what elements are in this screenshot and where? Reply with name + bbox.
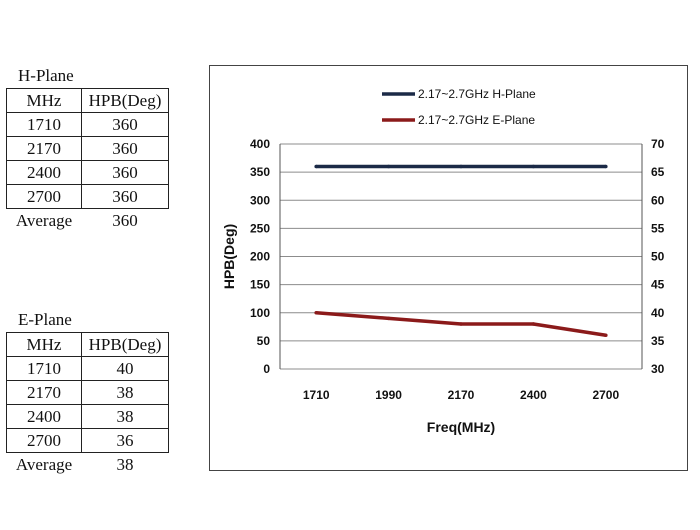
table-row: 1710 40 <box>6 356 169 381</box>
hpb-line-chart: 0 50 100 150 200 250 300 350 400 30 35 40 45 50 55 60 65… <box>221 87 665 435</box>
cell-mhz: 1710 <box>6 356 82 381</box>
hplane-caption: H-Plane <box>18 66 74 85</box>
legend-label: 2.17~2.7GHz H-Plane <box>418 87 536 101</box>
x-tick-label: 2700 <box>592 388 619 402</box>
chart-frame: 0 50 100 150 200 250 300 350 400 30 35 40 45 50 55 60 65… <box>209 65 688 471</box>
column-header-mhz: MHz <box>6 332 82 357</box>
table-row: 2400 38 <box>6 404 169 429</box>
cell-mhz: 2700 <box>6 184 82 209</box>
cell-hpb: 360 <box>81 160 169 185</box>
average-row: Average 360 <box>7 209 169 233</box>
cell-mhz: 2170 <box>6 136 82 161</box>
average-row: Average 38 <box>7 453 169 477</box>
y-axis-title: HPB(Deg) <box>221 224 237 289</box>
column-header-hpb: HPB(Deg) <box>81 88 169 113</box>
y-tick-label: 400 <box>250 137 270 151</box>
cell-hpb: 360 <box>81 112 169 137</box>
average-label: Average <box>15 454 73 474</box>
data-point <box>314 310 318 315</box>
average-value: 38 <box>116 454 134 474</box>
table-row: 2400 360 <box>6 160 169 185</box>
y2-tick-label: 35 <box>651 334 665 348</box>
data-point <box>459 322 463 326</box>
cell-hpb: 360 <box>81 136 169 161</box>
x-axis-title: Freq(MHz) <box>427 419 495 435</box>
cell-hpb: 38 <box>81 404 169 429</box>
cell-mhz: 2700 <box>6 428 82 453</box>
x-tick-label: 2170 <box>448 388 475 402</box>
table-row: 2700 360 <box>6 184 169 209</box>
table-header-row: MHz HPB(Deg) <box>6 88 169 113</box>
y-tick-label: 300 <box>250 193 270 207</box>
average-label: Average <box>15 210 73 230</box>
table-row: 2170 38 <box>6 380 169 405</box>
y2-tick-label: 40 <box>651 306 665 320</box>
y-tick-label: 250 <box>250 221 270 235</box>
cell-hpb: 360 <box>81 184 169 209</box>
y-tick-label: 200 <box>250 250 270 264</box>
table-row: 2700 36 <box>6 428 169 453</box>
hplane-table: MHz HPB(Deg) 1710 360 2170 360 2400 360 … <box>6 88 169 232</box>
cell-mhz: 1710 <box>6 112 82 137</box>
y2-tick-label: 60 <box>651 193 665 207</box>
y-tick-label: 350 <box>250 165 270 179</box>
average-value: 360 <box>112 210 138 230</box>
cell-hpb: 38 <box>81 380 169 405</box>
cell-mhz: 2400 <box>6 404 82 429</box>
y-tick-label: 100 <box>250 306 270 320</box>
data-point <box>531 164 536 169</box>
data-point <box>314 164 318 169</box>
legend-label: 2.17~2.7GHz E-Plane <box>418 113 535 127</box>
x-tick-label: 1990 <box>375 388 402 402</box>
y-tick-label: 50 <box>257 334 271 348</box>
y2-tick-label: 65 <box>651 165 665 179</box>
cell-mhz: 2400 <box>6 160 82 185</box>
data-point <box>459 164 463 169</box>
table-row: 2170 360 <box>6 136 169 161</box>
eplane-table: MHz HPB(Deg) 1710 40 2170 38 2400 38 270… <box>6 332 169 476</box>
data-point <box>531 322 536 326</box>
y-tick-label: 0 <box>263 362 270 376</box>
cell-mhz: 2170 <box>6 380 82 405</box>
x-tick-label: 1710 <box>303 388 330 402</box>
data-point <box>386 164 391 169</box>
y2-tick-label: 50 <box>651 250 665 264</box>
data-point <box>604 333 608 338</box>
y2-tick-label: 55 <box>651 221 665 235</box>
cell-hpb: 40 <box>81 356 169 381</box>
y2-tick-label: 30 <box>651 362 665 376</box>
column-header-mhz: MHz <box>6 88 82 113</box>
y-tick-label: 150 <box>250 278 270 292</box>
y2-tick-label: 70 <box>651 137 665 151</box>
table-header-row: MHz HPB(Deg) <box>6 332 169 357</box>
table-row: 1710 360 <box>6 112 169 137</box>
data-point <box>604 164 608 169</box>
cell-hpb: 36 <box>81 428 169 453</box>
y2-tick-label: 45 <box>651 278 665 292</box>
data-point <box>386 316 391 321</box>
eplane-caption: E-Plane <box>18 310 72 329</box>
x-tick-label: 2400 <box>520 388 547 402</box>
column-header-hpb: HPB(Deg) <box>81 332 169 357</box>
